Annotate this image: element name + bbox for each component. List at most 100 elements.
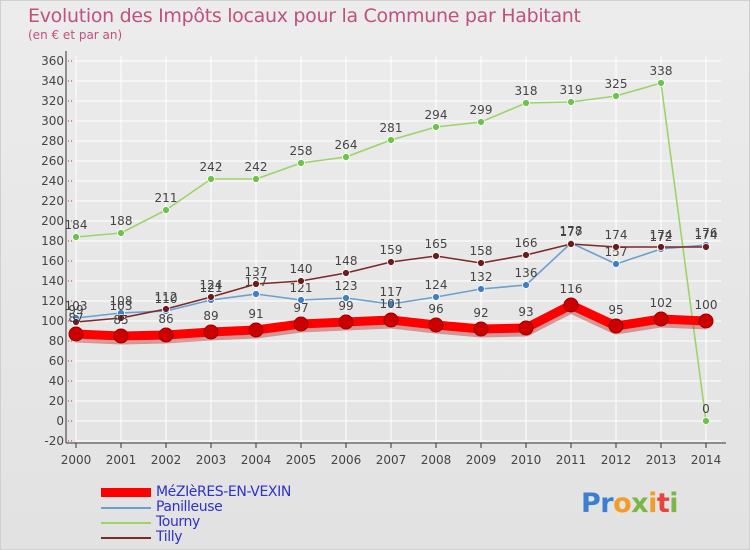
data-point <box>612 243 620 251</box>
data-point <box>207 175 215 183</box>
data-label: 294 <box>425 108 448 122</box>
data-label: 174 <box>650 228 673 242</box>
data-label: 108 <box>110 294 133 308</box>
x-tick-label: 2009 <box>466 453 497 467</box>
data-label: 121 <box>200 281 223 295</box>
data-point <box>432 123 440 131</box>
x-tick-label: 2013 <box>646 453 677 467</box>
data-label: 100 <box>695 298 718 312</box>
data-point <box>522 281 530 289</box>
data-label: 184 <box>65 218 88 232</box>
data-point <box>158 327 174 343</box>
x-tick-label: 2014 <box>691 453 722 467</box>
legend-label: Tilly <box>156 529 183 545</box>
data-label: 174 <box>605 228 628 242</box>
data-label: 159 <box>380 243 403 257</box>
x-tick-label: 2010 <box>511 453 542 467</box>
data-label: 157 <box>605 245 628 259</box>
legend-label: MéZIèRES-EN-VEXIN <box>156 484 291 500</box>
data-label: 299 <box>470 103 493 117</box>
data-point <box>612 260 620 268</box>
y-tick-label: 260 <box>41 154 64 168</box>
y-tick-label: 360 <box>41 54 64 68</box>
data-label: 116 <box>560 282 583 296</box>
data-point <box>473 321 489 337</box>
data-label: 101 <box>380 297 403 311</box>
legend-swatch <box>101 507 151 509</box>
x-tick-label: 2002 <box>151 453 182 467</box>
data-label: 85 <box>113 313 128 327</box>
legend-label: Tourny <box>156 514 200 530</box>
data-label: 121 <box>290 281 313 295</box>
chart-title: Evolution des Impôts locaux pour la Comm… <box>28 5 581 27</box>
y-tick-label: 220 <box>41 194 64 208</box>
x-tick-label: 2006 <box>331 453 362 467</box>
chart-subtitle: (en € et par an) <box>28 28 123 42</box>
x-tick-label: 2005 <box>286 453 317 467</box>
data-point <box>567 98 575 106</box>
data-point <box>203 324 219 340</box>
data-label: 99 <box>338 299 353 313</box>
data-label: 140 <box>290 262 313 276</box>
data-point <box>522 251 530 259</box>
data-point <box>297 159 305 167</box>
data-point <box>297 296 305 304</box>
data-label: 123 <box>335 279 358 293</box>
data-label: 89 <box>203 309 218 323</box>
y-tick-label: 40 <box>49 374 64 388</box>
data-point <box>698 313 714 329</box>
y-tick-label: 340 <box>41 74 64 88</box>
x-tick-label: 2003 <box>196 453 227 467</box>
data-point <box>477 118 485 126</box>
data-label: 264 <box>335 138 358 152</box>
data-label: 165 <box>425 237 448 251</box>
data-point <box>702 417 710 425</box>
data-point <box>68 326 84 342</box>
data-point <box>432 293 440 301</box>
data-point <box>612 92 620 100</box>
data-point <box>342 153 350 161</box>
data-point <box>72 318 80 326</box>
data-label: 93 <box>518 305 533 319</box>
x-tick-label: 2004 <box>241 453 272 467</box>
data-point <box>522 99 530 107</box>
data-point <box>383 312 399 328</box>
data-label: 95 <box>608 303 623 317</box>
data-point <box>117 229 125 237</box>
data-point <box>563 297 579 313</box>
y-tick-label: 140 <box>41 274 64 288</box>
data-point <box>297 277 305 285</box>
data-label: 124 <box>200 278 223 292</box>
data-label: 318 <box>515 84 538 98</box>
y-tick-label: 0 <box>56 414 64 428</box>
legend-swatch <box>101 537 151 539</box>
data-label: 91 <box>248 307 263 321</box>
data-label: 242 <box>245 160 268 174</box>
x-tick-label: 2000 <box>61 453 92 467</box>
data-label: 178 <box>560 224 583 238</box>
data-label: 211 <box>155 191 178 205</box>
data-label: 148 <box>335 254 358 268</box>
y-tick-label: 80 <box>49 334 64 348</box>
data-label: 319 <box>560 83 583 97</box>
data-point <box>428 317 444 333</box>
y-tick-label: 300 <box>41 114 64 128</box>
legend-swatch <box>101 488 151 497</box>
data-point <box>342 269 350 277</box>
y-tick-label: 60 <box>49 354 64 368</box>
data-point <box>207 293 215 301</box>
data-point <box>477 259 485 267</box>
data-label: 0 <box>702 402 710 416</box>
y-tick-label: 180 <box>41 234 64 248</box>
x-tick-label: 2007 <box>376 453 407 467</box>
data-point <box>162 206 170 214</box>
y-tick-label: 320 <box>41 94 64 108</box>
data-label: 87 <box>68 311 83 325</box>
data-label: 325 <box>605 77 628 91</box>
data-point <box>252 280 260 288</box>
data-label: 258 <box>290 144 313 158</box>
data-point <box>518 320 534 336</box>
data-label: 177 <box>560 225 583 239</box>
data-label: 338 <box>650 64 673 78</box>
